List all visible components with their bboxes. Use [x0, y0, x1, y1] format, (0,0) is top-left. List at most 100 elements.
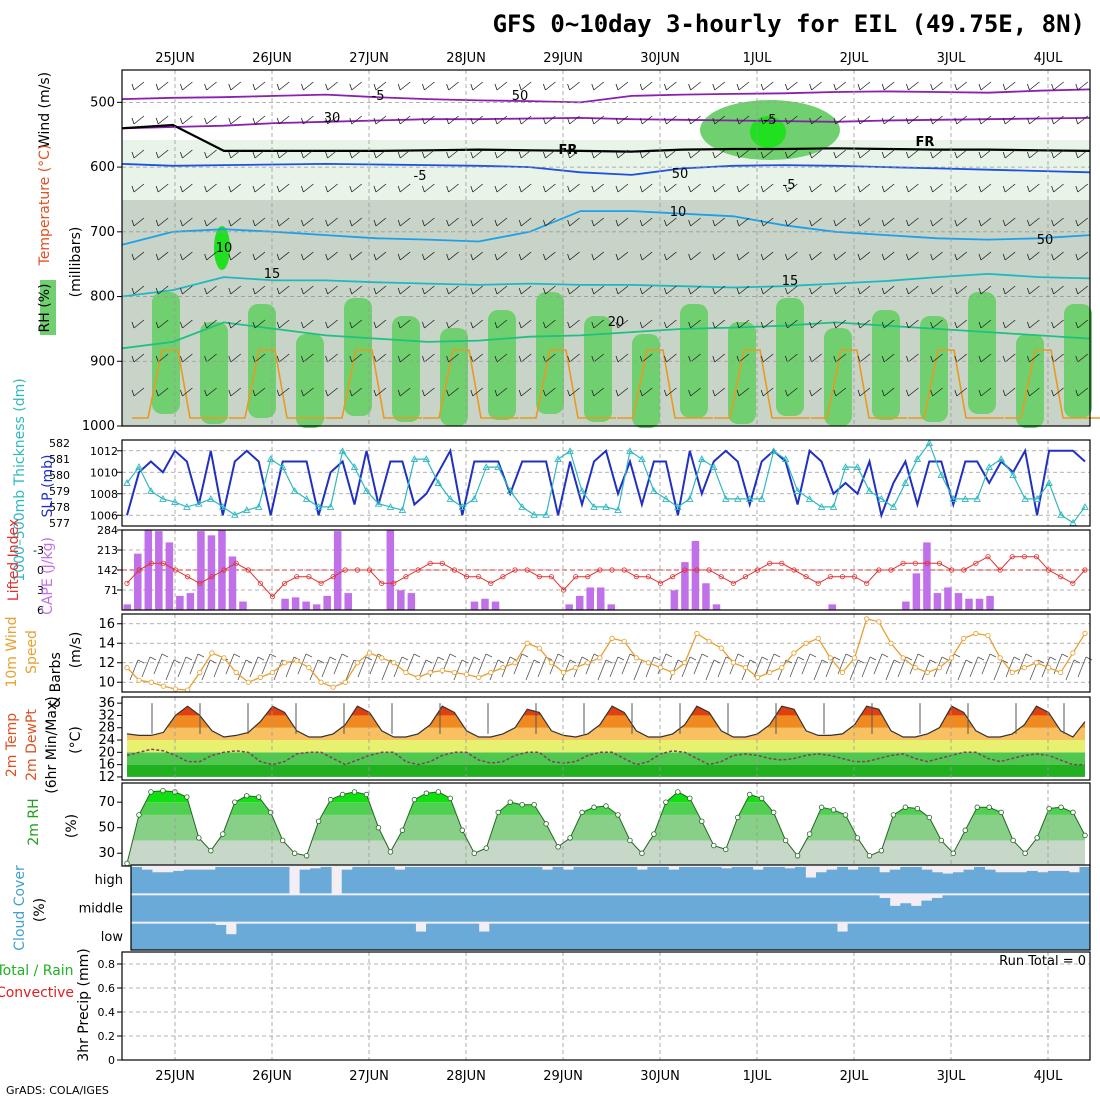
cloud-cell: [563, 923, 575, 950]
y-tick-label: 50: [98, 821, 115, 836]
wind-barb-icon: [567, 319, 580, 329]
wind-barb-icon: [155, 285, 169, 295]
cloud-cell: [573, 867, 585, 894]
cloud-cell: [700, 895, 712, 922]
cloud-cell: [426, 867, 438, 894]
cloud-cell: [847, 895, 859, 922]
wind-barb-icon: [477, 653, 493, 675]
wind-axis-label: Wind (m/s): [37, 72, 53, 148]
wind-barb-icon: [1075, 81, 1089, 91]
wind-speed-point: [391, 660, 397, 666]
cloud-cell: [531, 895, 543, 922]
cloud-cell: [194, 869, 206, 894]
wind-barb-icon: [204, 115, 217, 125]
thickness-point: [242, 506, 251, 514]
cloud-cell: [826, 895, 838, 922]
wind-barb-icon: [422, 251, 435, 261]
rh-point: [124, 860, 130, 867]
wind-barb-icon: [301, 217, 314, 227]
wind-barb-icon: [833, 353, 847, 363]
cloud-cell: [879, 872, 891, 894]
cloud-cell: [953, 895, 964, 922]
wind-barb-icon: [954, 319, 968, 329]
cloud-cell: [141, 869, 153, 894]
thickness-point: [278, 463, 287, 471]
wind-barb-icon: [688, 319, 701, 329]
precip-tick-label: 0.6: [98, 982, 116, 995]
wind-barb-icon: [301, 81, 314, 91]
rh-point: [459, 827, 465, 833]
cloud-cell: [773, 895, 785, 922]
cape-bar: [207, 535, 216, 610]
wind-barb-icon: [833, 183, 847, 193]
wind-speed-point: [548, 660, 555, 666]
thickness-point: [446, 494, 455, 502]
wind-barb-icon: [155, 149, 169, 159]
cloud-cell: [1068, 872, 1080, 894]
rh-point: [878, 847, 885, 854]
wind-barb-icon: [809, 81, 822, 91]
wind-barb-icon: [373, 217, 387, 227]
wind-barb-icon: [639, 251, 653, 261]
wind-barb-icon: [1075, 285, 1089, 295]
cloud-cell: [299, 923, 311, 950]
cape-bar: [712, 604, 721, 610]
cloud-cell: [605, 923, 617, 950]
rh-point: [866, 853, 873, 859]
wind-barb-icon: [1051, 149, 1064, 159]
wind-barb-icon: [1027, 387, 1040, 397]
cape-bar: [607, 604, 616, 610]
cloud-cell: [647, 895, 659, 922]
wind-barb-icon: [301, 115, 314, 125]
rh-point: [854, 835, 861, 841]
wind-barb-icon: [349, 387, 363, 397]
cloud-cell: [668, 895, 680, 922]
wind-barb-icon: [785, 319, 798, 329]
wind-barb-icon: [736, 81, 750, 91]
wind-speed-point: [451, 669, 458, 676]
wind-speed-point: [1033, 660, 1040, 666]
cloud-cell: [552, 895, 564, 922]
temp-line: [126, 705, 1086, 738]
bottom-date-label: 26JUN: [252, 1069, 292, 1084]
lifted-index-point: [524, 567, 530, 573]
lifted-index-point: [148, 560, 154, 566]
cape-bar: [575, 595, 584, 610]
wind-barb-icon: [446, 217, 459, 227]
wind-barb-icon: [615, 387, 629, 397]
wind-barb-icon: [639, 387, 653, 397]
wind-barb-icon: [1002, 149, 1016, 159]
wind-barb-icon: [325, 387, 338, 397]
bottom-date-label: 29JUN: [543, 1069, 583, 1084]
wind-speed-point: [742, 665, 749, 671]
wind-barb-icon: [276, 319, 290, 329]
wind-barb-icon: [597, 659, 613, 681]
panel-frame: [121, 69, 1091, 427]
wind-barb-icon: [141, 656, 157, 678]
wind-speed-point: [536, 645, 542, 651]
wind-barb-icon: [785, 251, 798, 261]
cloud-cell: [721, 923, 733, 950]
wind-barb-icon: [252, 353, 266, 363]
thickness-point: [434, 479, 443, 486]
wind-barb-icon: [155, 115, 169, 125]
wind-barb-icon: [760, 81, 774, 91]
bottom-date-label: 30JUN: [640, 1069, 680, 1084]
bottom-date-label: 28JUN: [446, 1069, 486, 1084]
wind-barb-icon: [906, 251, 919, 261]
wind-barb-icon: [180, 353, 193, 363]
top-date-label: 1JUL: [743, 51, 773, 66]
cape-bar: [123, 604, 132, 610]
wind-barb-icon: [1065, 659, 1081, 681]
cloud-cell: [921, 923, 933, 950]
wind-barb-icon: [276, 285, 290, 295]
thickness-point: [614, 506, 622, 514]
wind-barb-icon: [930, 115, 943, 125]
li-tick-label: 0: [37, 564, 44, 577]
cloud-cell: [710, 867, 722, 894]
cloud-cell: [900, 867, 912, 894]
cloud-cell: [984, 895, 996, 922]
top-date-label: 2JUL: [840, 51, 870, 66]
thickness-point: [913, 455, 922, 463]
